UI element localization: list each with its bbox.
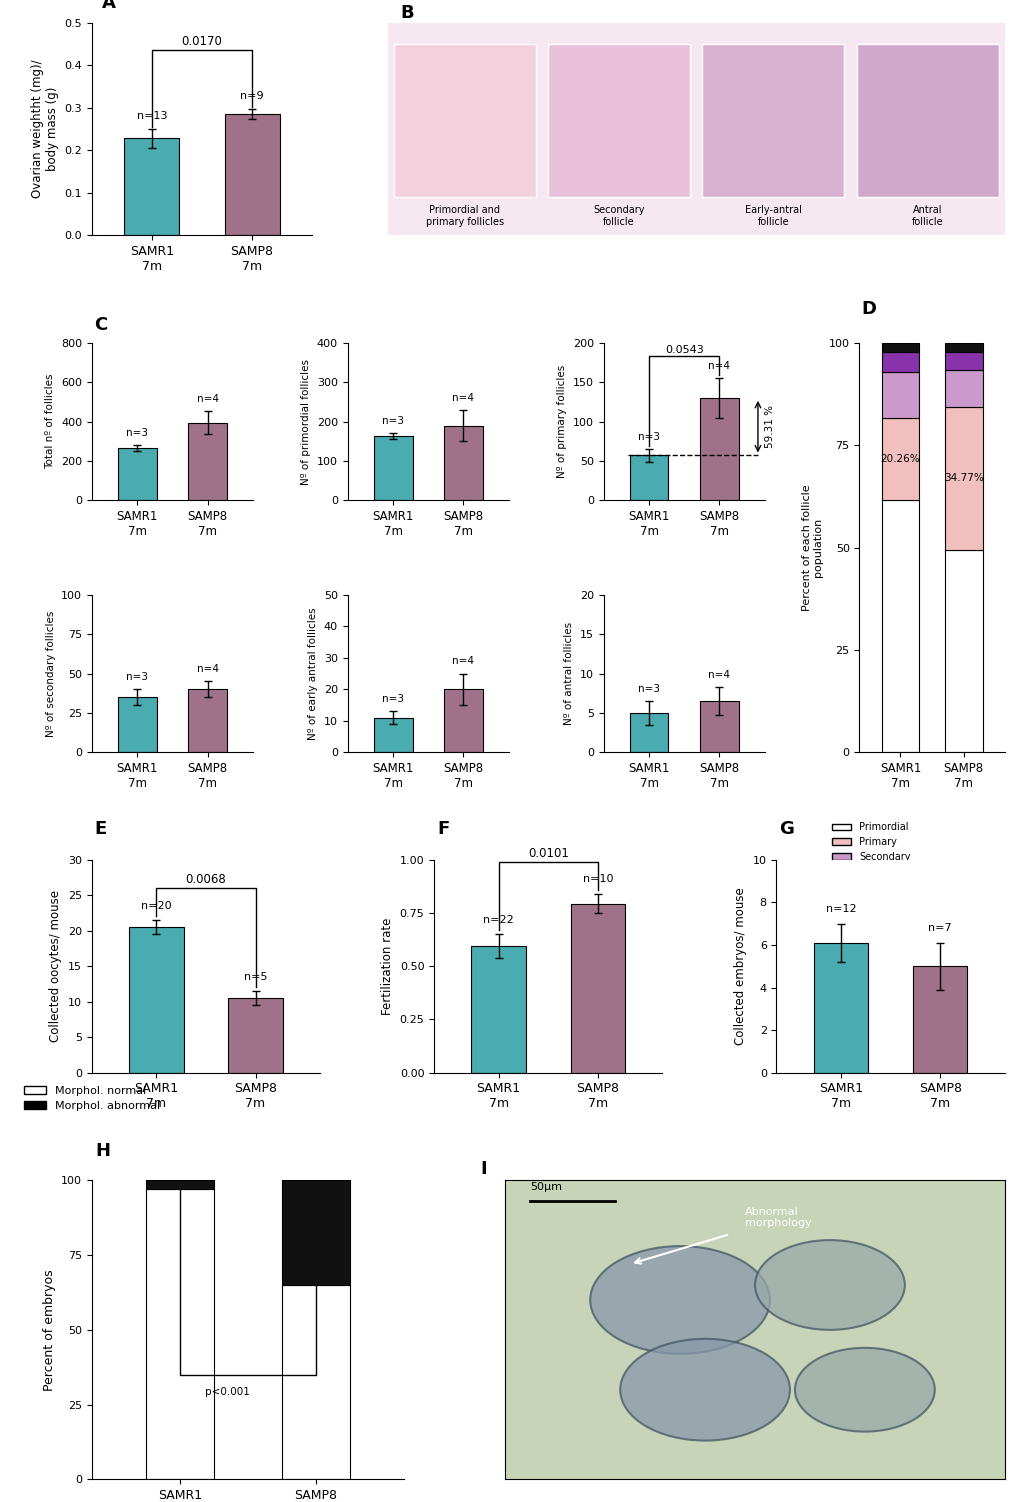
Bar — [146, 1181, 214, 1190]
Text: 59.31 %: 59.31 % — [764, 406, 774, 448]
Bar — [630, 713, 667, 753]
Text: F: F — [437, 820, 449, 838]
FancyBboxPatch shape — [856, 44, 998, 197]
Bar — [944, 351, 981, 371]
Circle shape — [590, 1247, 769, 1353]
Text: n=3: n=3 — [126, 428, 149, 439]
Bar — [944, 342, 981, 351]
Bar — [880, 342, 918, 351]
Y-axis label: Nº of primordial follicles: Nº of primordial follicles — [301, 359, 311, 485]
Bar — [880, 418, 918, 500]
Text: n=9: n=9 — [240, 92, 264, 101]
Text: Abnormal
morphology: Abnormal morphology — [744, 1206, 811, 1229]
Text: 34.77%: 34.77% — [943, 473, 982, 484]
Bar — [224, 114, 279, 236]
Text: C: C — [94, 317, 107, 335]
Bar — [944, 371, 981, 407]
Text: n=3: n=3 — [638, 433, 659, 442]
Text: n=4: n=4 — [197, 394, 218, 404]
Y-axis label: Nº of early antral follicles: Nº of early antral follicles — [308, 607, 318, 740]
Bar — [146, 1190, 214, 1479]
Text: I: I — [480, 1160, 486, 1178]
Bar — [944, 550, 981, 753]
Y-axis label: Total nº of follicles: Total nº of follicles — [46, 374, 55, 469]
Text: Early-antral
follicle: Early-antral follicle — [744, 206, 801, 227]
Bar — [880, 372, 918, 418]
Bar — [443, 425, 482, 500]
Bar — [124, 138, 179, 236]
Text: n=5: n=5 — [244, 972, 267, 981]
Text: 50μm: 50μm — [530, 1182, 561, 1193]
Bar — [128, 927, 183, 1072]
FancyBboxPatch shape — [702, 44, 844, 197]
Bar — [281, 1286, 350, 1479]
Bar — [189, 422, 226, 500]
Bar — [118, 697, 157, 753]
Text: G: G — [779, 820, 794, 838]
Bar — [880, 351, 918, 372]
Y-axis label: Nº of primary follicles: Nº of primary follicles — [556, 365, 567, 478]
Bar — [630, 455, 667, 500]
Y-axis label: Nº of secondary follicles: Nº of secondary follicles — [46, 610, 55, 736]
Text: n=3: n=3 — [382, 694, 404, 704]
Text: H: H — [96, 1143, 111, 1161]
Y-axis label: Collected oocytes/ mouse: Collected oocytes/ mouse — [49, 891, 62, 1042]
Y-axis label: Ovarian weightht (mg)/
body mass (g): Ovarian weightht (mg)/ body mass (g) — [31, 60, 59, 198]
Text: n=3: n=3 — [126, 673, 149, 682]
Text: n=4: n=4 — [452, 392, 474, 403]
Text: p<0.001: p<0.001 — [205, 1386, 250, 1397]
Text: n=4: n=4 — [707, 670, 730, 680]
Bar — [281, 1181, 350, 1286]
Text: n=13: n=13 — [137, 111, 167, 122]
Bar — [944, 407, 981, 550]
Text: n=20: n=20 — [141, 901, 171, 910]
Bar — [189, 689, 226, 753]
Legend: Morphol. normal, Morphol. abnormal: Morphol. normal, Morphol. abnormal — [19, 1081, 164, 1116]
Text: n=4: n=4 — [452, 656, 474, 667]
Circle shape — [794, 1347, 933, 1431]
Text: 0.0068: 0.0068 — [185, 873, 226, 886]
Text: n=4: n=4 — [707, 360, 730, 371]
Text: E: E — [95, 820, 107, 838]
Bar — [374, 718, 413, 753]
Text: n=22: n=22 — [483, 915, 514, 925]
Text: D: D — [860, 300, 875, 318]
Bar — [374, 436, 413, 500]
Text: Secondary
follicle: Secondary follicle — [593, 206, 644, 227]
Bar — [880, 500, 918, 753]
Y-axis label: Nº of antral follicles: Nº of antral follicles — [564, 622, 574, 725]
Bar — [912, 966, 967, 1072]
Text: n=10: n=10 — [582, 874, 612, 885]
Bar — [471, 946, 526, 1072]
Legend: Primordial, Primary, Secondary, Early-antral, Antral: Primordial, Primary, Secondary, Early-an… — [827, 819, 919, 895]
Bar — [813, 943, 867, 1072]
Text: 0.0543: 0.0543 — [664, 344, 703, 354]
Text: n=4: n=4 — [197, 664, 218, 674]
Text: Primordial and
primary follicles: Primordial and primary follicles — [425, 206, 503, 227]
Text: n=3: n=3 — [638, 683, 659, 694]
Text: n=12: n=12 — [824, 904, 855, 915]
FancyBboxPatch shape — [393, 44, 535, 197]
Text: 0.0101: 0.0101 — [527, 847, 569, 861]
Bar — [443, 689, 482, 753]
Text: n=7: n=7 — [927, 924, 951, 933]
Text: B: B — [399, 5, 413, 23]
Y-axis label: Collected embryos/ mouse: Collected embryos/ mouse — [734, 888, 747, 1045]
FancyBboxPatch shape — [547, 44, 689, 197]
Text: A: A — [102, 0, 115, 12]
Bar — [570, 904, 625, 1072]
Text: 20.26%: 20.26% — [879, 454, 919, 464]
Text: n=3: n=3 — [382, 416, 404, 427]
Y-axis label: Percent of each follicle
population: Percent of each follicle population — [801, 484, 822, 611]
Bar — [228, 999, 282, 1072]
Bar — [118, 448, 157, 500]
Y-axis label: Percent of embryos: Percent of embryos — [43, 1269, 55, 1391]
Bar — [699, 701, 738, 753]
Circle shape — [620, 1338, 789, 1440]
Bar — [699, 398, 738, 500]
Text: Antral
follicle: Antral follicle — [911, 206, 943, 227]
Circle shape — [754, 1241, 904, 1329]
Y-axis label: Fertilization rate: Fertilization rate — [381, 918, 393, 1015]
Text: 0.0170: 0.0170 — [181, 35, 222, 48]
